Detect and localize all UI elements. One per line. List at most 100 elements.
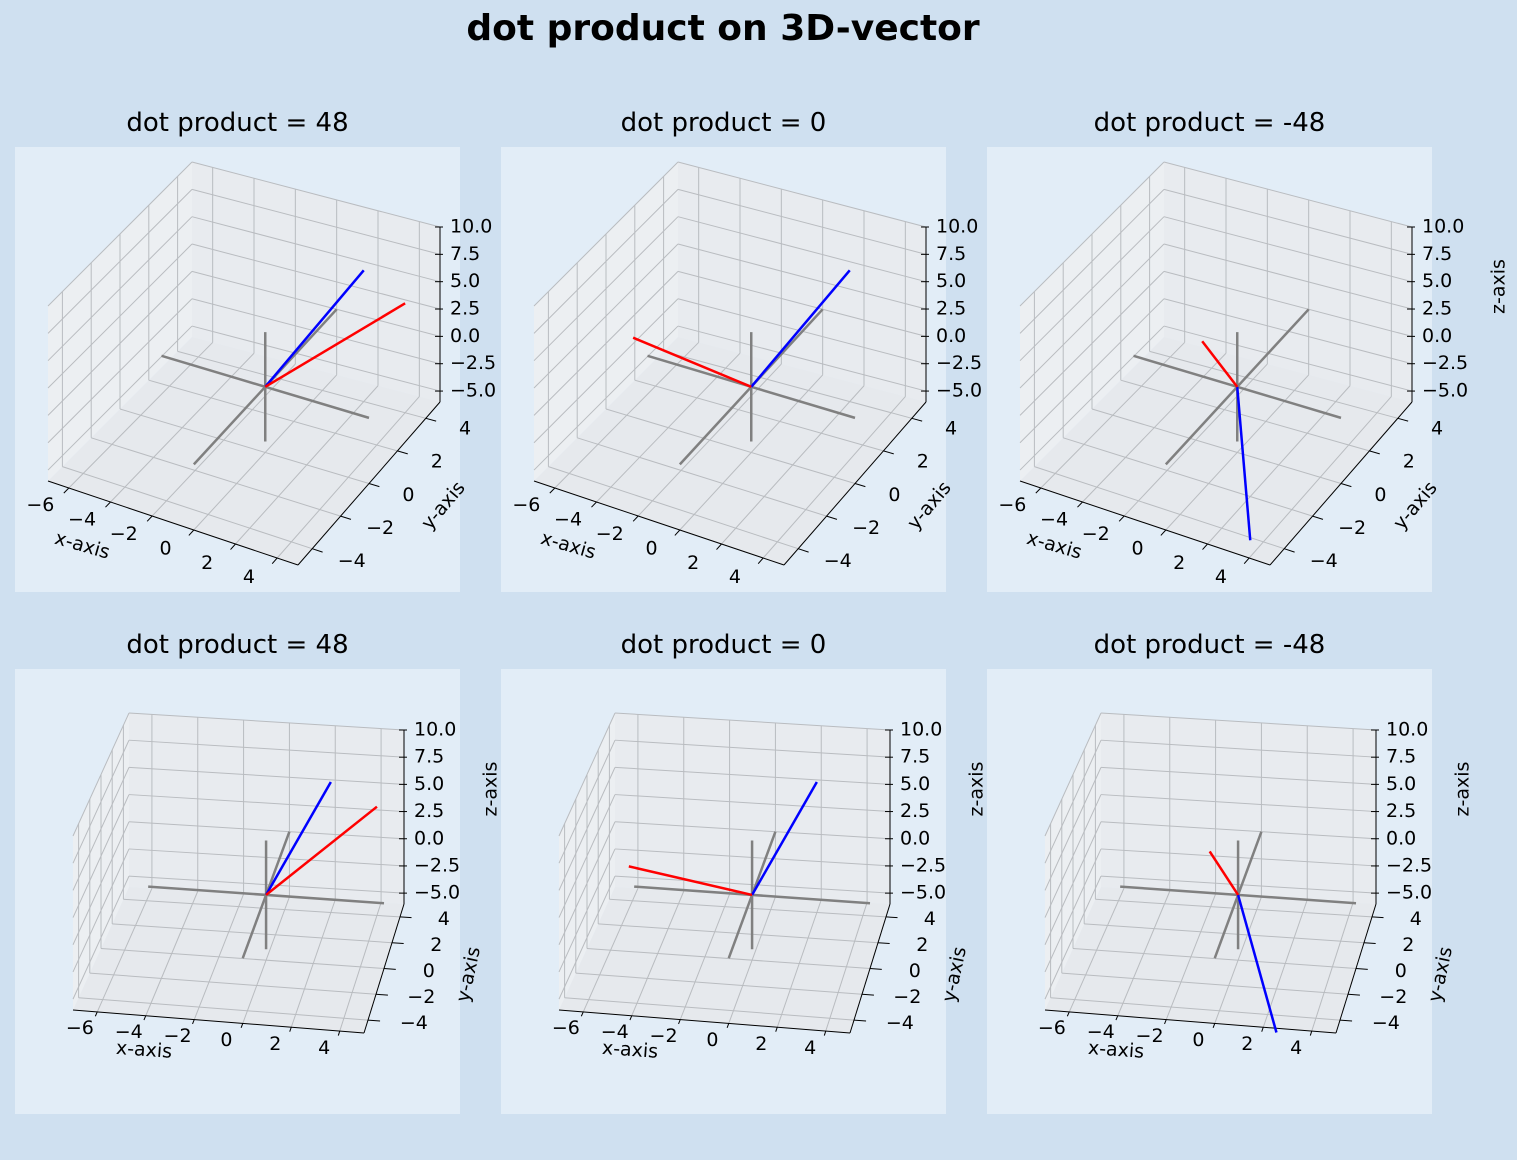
vector-line-b	[632, 336, 752, 388]
z-tick-label: 10.0	[1422, 216, 1464, 238]
x-tick-label: −4	[68, 508, 96, 530]
gridline-z	[47, 298, 193, 444]
y-tick-label: 2	[916, 934, 928, 956]
z-tick-label: −5.0	[900, 882, 946, 904]
gridline-z	[533, 216, 679, 362]
z-tick-label: 10.0	[936, 216, 978, 238]
z-tick-label: 5.0	[450, 270, 480, 292]
y-tick	[397, 450, 408, 455]
gridline-z	[533, 298, 679, 444]
gridline-y	[1072, 948, 1357, 969]
x-tick-label: 2	[1173, 552, 1185, 574]
z-tick-label: 5.0	[900, 773, 930, 795]
y-tick-label: −2	[407, 986, 435, 1008]
x-axis-line	[1019, 480, 1271, 566]
x-tick-label: −6	[512, 494, 540, 516]
vector-line-a	[1236, 386, 1252, 541]
y-tick	[1371, 916, 1384, 919]
y-tick-label: −4	[1310, 550, 1338, 572]
y-tick-label: 0	[1395, 960, 1407, 982]
x-tick	[105, 501, 111, 508]
x-tick	[1035, 487, 1042, 494]
y-tick	[1339, 1019, 1353, 1022]
z-tick-label: 2.5	[1386, 800, 1416, 822]
x-tick	[240, 1023, 244, 1029]
gridline-z	[1163, 188, 1413, 255]
z-tick-label: −2.5	[936, 352, 982, 374]
gridline-z	[1019, 271, 1165, 416]
z-tick-label: 5.0	[414, 773, 444, 795]
gridline-z	[558, 712, 616, 837]
z-tick-label: −5.0	[450, 380, 496, 402]
z-tick-label: −2.5	[900, 854, 946, 876]
gridline-z	[47, 188, 193, 334]
gridline-y	[62, 466, 313, 550]
x-axis-label: x-axis	[52, 527, 112, 564]
z-tick-label: 2.5	[414, 800, 444, 822]
vector-line-b	[628, 865, 753, 897]
y-tick-label: 2	[430, 934, 442, 956]
z-tick-label: 2.5	[900, 800, 930, 822]
gridline-y	[1050, 997, 1341, 1021]
gridline-y	[575, 972, 863, 995]
gridline-y	[1034, 466, 1285, 550]
x-tick-label: −6	[552, 1017, 580, 1039]
gridline-y	[1120, 379, 1370, 452]
gridline-z	[1019, 325, 1165, 471]
x-axis-line	[533, 480, 785, 566]
z-tick-label: −2.5	[1386, 854, 1432, 876]
y-tick	[1355, 968, 1368, 970]
x-tick	[188, 529, 195, 536]
y-tick-label: −4	[824, 550, 852, 572]
gridline-z	[72, 848, 130, 973]
x-axis-label: x-axis	[538, 527, 598, 564]
gridline-z	[614, 794, 891, 813]
z-tick-label: −5.0	[936, 380, 982, 402]
gridline-z	[191, 216, 441, 283]
floor-pane	[1045, 887, 1376, 1033]
y-tick-label: 0	[888, 484, 900, 506]
vector-line-a	[1236, 894, 1278, 1033]
subplot-3d: −6 −4 −2 0 2 4 x-axis −4 −2 0 2 4 y-axis −5.0 −2.5 0.0 2…	[501, 147, 982, 592]
gridline-z	[1044, 875, 1102, 1000]
subplot-3d: −6 −4 −2 0 2 4 x-axis −4 −2 0 2 4 y-axis −5.0 −2.5 0.0 2…	[501, 669, 988, 1114]
z-axis-label: z-axis	[966, 762, 988, 817]
x-axis-label: x-axis	[1087, 1037, 1145, 1063]
x-tick	[823, 1030, 827, 1036]
gridline-z	[1100, 712, 1377, 731]
gridline-z	[47, 216, 193, 362]
gridline-z	[677, 325, 927, 392]
gridline-z	[191, 325, 441, 392]
z-tick-label: 0.0	[936, 325, 966, 347]
y-axis-label: y-axis	[903, 477, 956, 534]
y-tick-label: 0	[423, 960, 435, 982]
gridline-z	[128, 766, 405, 785]
gridline-z	[1163, 325, 1413, 392]
floor-pane	[73, 887, 404, 1033]
z-axis-label: z-axis	[1452, 762, 1474, 817]
x-tick	[1077, 501, 1083, 508]
gridline-y	[586, 948, 871, 969]
z-axis-label: z-axis	[480, 762, 502, 817]
gridline-z	[558, 821, 616, 945]
y-tick-label: 2	[431, 451, 443, 473]
gridline-z	[72, 821, 130, 945]
subplot-title: dot product = 48	[126, 630, 349, 660]
gridline-z	[614, 712, 891, 731]
floor-pane	[48, 337, 440, 565]
z-tick-label: −2.5	[450, 352, 496, 374]
gridline-z	[1019, 161, 1165, 307]
x-tick-label: −6	[66, 1017, 94, 1039]
y-tick	[367, 1019, 381, 1022]
y-axis-label: y-axis	[1424, 945, 1457, 1004]
x-axis-line	[47, 480, 299, 566]
x-tick-label: 4	[729, 566, 741, 588]
vector-line-a	[264, 269, 365, 388]
x-tick-label: 0	[706, 1029, 718, 1051]
gridline-z	[533, 271, 679, 416]
x-tick	[146, 515, 153, 522]
y-tick-label: 2	[917, 451, 929, 473]
gridline-y	[100, 948, 385, 969]
x-tick-label: −2	[596, 523, 624, 545]
